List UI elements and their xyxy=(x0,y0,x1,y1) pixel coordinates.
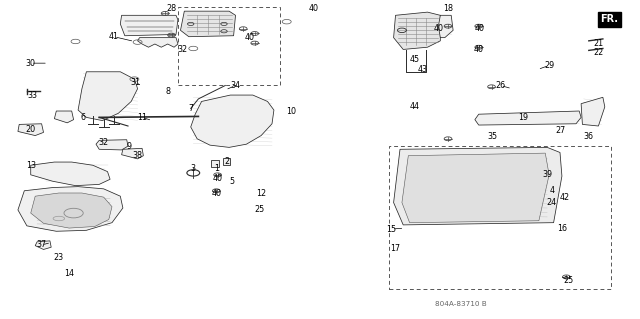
Text: 15: 15 xyxy=(387,225,397,234)
Text: 17: 17 xyxy=(390,244,401,253)
Text: 9: 9 xyxy=(127,142,132,151)
Text: 804A-83710 B: 804A-83710 B xyxy=(435,301,486,307)
Text: 25: 25 xyxy=(254,205,264,214)
Polygon shape xyxy=(402,153,549,223)
Text: 16: 16 xyxy=(557,224,567,233)
Bar xyxy=(178,7,280,85)
Bar xyxy=(223,158,230,165)
Text: 1: 1 xyxy=(214,164,219,173)
Polygon shape xyxy=(394,12,440,49)
Text: 40: 40 xyxy=(211,189,221,198)
Text: 36: 36 xyxy=(584,132,594,141)
Text: 34: 34 xyxy=(230,81,241,90)
Text: FR.: FR. xyxy=(600,14,618,24)
Text: 5: 5 xyxy=(229,177,234,186)
Text: 30: 30 xyxy=(26,59,36,68)
Text: 38: 38 xyxy=(132,151,143,160)
Text: 41: 41 xyxy=(109,32,119,41)
Text: 18: 18 xyxy=(443,4,453,13)
Polygon shape xyxy=(78,72,138,121)
Polygon shape xyxy=(96,140,128,150)
Text: 25: 25 xyxy=(563,276,573,285)
Text: 22: 22 xyxy=(593,48,604,57)
Text: 2: 2 xyxy=(225,157,230,166)
Text: 23: 23 xyxy=(54,253,64,262)
Polygon shape xyxy=(191,95,274,147)
Text: 37: 37 xyxy=(36,241,47,249)
Text: 26: 26 xyxy=(495,81,506,90)
Text: 31: 31 xyxy=(131,78,141,87)
Text: 39: 39 xyxy=(542,170,552,179)
Polygon shape xyxy=(18,124,44,136)
Polygon shape xyxy=(54,111,74,123)
Polygon shape xyxy=(581,97,605,126)
Polygon shape xyxy=(31,193,112,228)
Polygon shape xyxy=(122,148,143,159)
Polygon shape xyxy=(180,11,236,37)
Text: 20: 20 xyxy=(26,125,36,134)
Text: 44: 44 xyxy=(410,102,420,111)
Text: 7: 7 xyxy=(188,104,193,113)
Text: 35: 35 xyxy=(488,132,498,141)
Polygon shape xyxy=(138,38,178,47)
Text: 40: 40 xyxy=(212,174,223,182)
Text: 32: 32 xyxy=(99,138,109,147)
Text: 29: 29 xyxy=(544,61,554,70)
Text: 10: 10 xyxy=(286,107,296,115)
Text: 19: 19 xyxy=(518,113,529,122)
Text: 40: 40 xyxy=(308,4,319,13)
Text: 32: 32 xyxy=(177,45,188,54)
Text: 6: 6 xyxy=(81,113,86,122)
Text: 11: 11 xyxy=(137,113,147,122)
Text: 28: 28 xyxy=(166,4,177,13)
Text: 40: 40 xyxy=(474,45,484,54)
Text: 43: 43 xyxy=(417,65,428,74)
Text: 40: 40 xyxy=(244,33,255,42)
Text: 24: 24 xyxy=(547,198,557,207)
Polygon shape xyxy=(31,162,110,186)
Text: 4: 4 xyxy=(549,186,554,195)
Text: 42: 42 xyxy=(559,193,570,202)
Text: 40: 40 xyxy=(433,24,444,33)
Bar xyxy=(211,160,219,167)
Polygon shape xyxy=(438,15,453,38)
Text: 3: 3 xyxy=(191,164,196,173)
Text: 40: 40 xyxy=(475,24,485,33)
Polygon shape xyxy=(18,187,123,231)
Text: 13: 13 xyxy=(26,161,36,170)
Polygon shape xyxy=(475,111,581,125)
Polygon shape xyxy=(120,15,178,36)
Polygon shape xyxy=(35,241,51,249)
Text: 33: 33 xyxy=(27,91,37,100)
Text: 8: 8 xyxy=(165,87,170,96)
Text: 12: 12 xyxy=(256,189,266,198)
Text: 45: 45 xyxy=(410,56,420,64)
Text: 14: 14 xyxy=(64,269,74,278)
Polygon shape xyxy=(394,147,562,225)
Text: 27: 27 xyxy=(555,126,565,135)
Text: 21: 21 xyxy=(593,39,604,48)
Bar xyxy=(389,146,611,289)
